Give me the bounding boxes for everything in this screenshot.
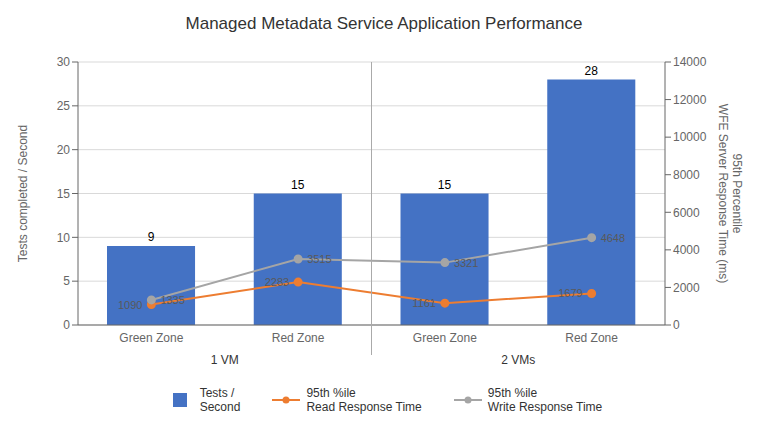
svg-text:2 VMs: 2 VMs <box>501 353 535 367</box>
svg-text:30: 30 <box>57 55 71 69</box>
svg-text:Green Zone: Green Zone <box>119 331 183 345</box>
svg-text:3515: 3515 <box>307 253 331 265</box>
svg-text:6000: 6000 <box>673 206 700 220</box>
svg-text:15: 15 <box>438 178 452 192</box>
svg-text:95th PercentileWFE Server Resp: 95th PercentileWFE Server Response Time … <box>716 104 744 283</box>
svg-text:20: 20 <box>57 143 71 157</box>
html-text:Managed Metadata Service Appli: Managed Metadata Service Application Per… <box>185 14 583 33</box>
svg-text:8000: 8000 <box>673 168 700 182</box>
svg-text:3321: 3321 <box>454 257 478 269</box>
svg-text:15: 15 <box>57 187 71 201</box>
svg-text:4648: 4648 <box>601 232 625 244</box>
svg-text:Red Zone: Red Zone <box>565 331 618 345</box>
svg-text:10: 10 <box>57 231 71 245</box>
svg-text:1 VM: 1 VM <box>211 353 239 367</box>
svg-text:15: 15 <box>291 178 305 192</box>
svg-text:2283: 2283 <box>265 276 289 288</box>
svg-text:9: 9 <box>148 230 155 244</box>
svg-text:12000: 12000 <box>673 93 707 107</box>
svg-text:4000: 4000 <box>673 243 700 257</box>
svg-text:1335: 1335 <box>160 294 184 306</box>
svg-text:5: 5 <box>63 274 70 288</box>
svg-text:0: 0 <box>673 318 680 332</box>
svg-text:Tests completed / Second: Tests completed / Second <box>16 125 30 262</box>
svg-text:Red Zone: Red Zone <box>272 331 325 345</box>
svg-text:28: 28 <box>585 64 599 78</box>
svg-text:Green Zone: Green Zone <box>413 331 477 345</box>
html-text:95th %ile Read Response Time: 95th %ile Read Response Time <box>306 386 422 414</box>
svg-text:1679: 1679 <box>558 287 582 299</box>
svg-text:0: 0 <box>63 318 70 332</box>
svg-text:14000: 14000 <box>673 55 707 69</box>
html-text:Tests / Second: Tests / Second <box>199 386 241 414</box>
svg-text:1161: 1161 <box>412 297 436 309</box>
svg-text:10000: 10000 <box>673 130 707 144</box>
svg-text:1090: 1090 <box>118 299 142 311</box>
svg-text:2000: 2000 <box>673 281 700 295</box>
svg-text:25: 25 <box>57 99 71 113</box>
html-text:95th %ile Write Response Time: 95th %ile Write Response Time <box>487 386 603 414</box>
